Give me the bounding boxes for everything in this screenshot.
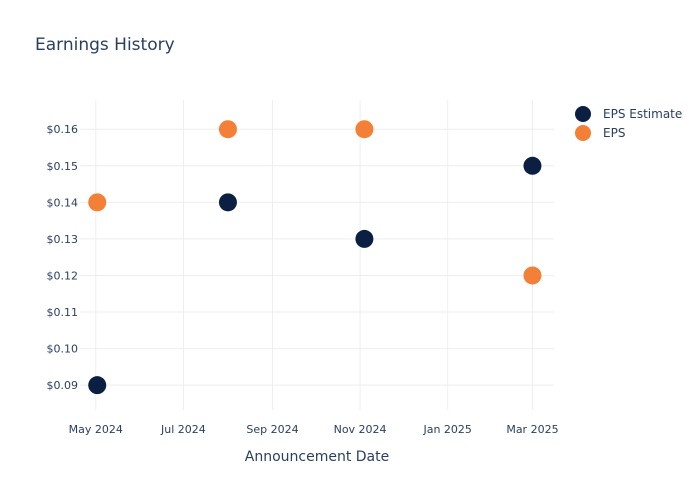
scatter-point	[88, 376, 107, 395]
x-axis-title: Announcement Date	[245, 449, 389, 465]
x-tick-label: Mar 2025	[506, 423, 558, 436]
y-tick-label: $0.15	[47, 160, 79, 173]
y-tick-label: $0.10	[47, 343, 79, 356]
y-tick-label: $0.14	[47, 196, 79, 209]
x-tick-label: Sep 2024	[246, 423, 298, 436]
y-axis-ticks: $0.09 $0.10 $0.11 $0.12 $0.13 $0.14 $0.15 $0.16	[47, 123, 79, 392]
x-tick-label: May 2024	[69, 423, 123, 436]
data-points	[88, 120, 542, 395]
x-axis-ticks: May 2024 Jul 2024 Sep 2024 Nov 2024 Jan 2025…	[69, 423, 559, 436]
x-tick-label: Nov 2024	[334, 423, 387, 436]
grid	[80, 100, 554, 410]
y-tick-label: $0.11	[47, 306, 79, 319]
scatter-point	[218, 193, 237, 212]
legend-marker	[575, 106, 591, 122]
scatter-point	[88, 193, 107, 212]
legend-marker	[575, 125, 591, 141]
y-tick-label: $0.12	[47, 269, 79, 282]
y-tick-label: $0.13	[47, 233, 79, 246]
scatter-point	[523, 156, 542, 175]
chart-title: Earnings History	[35, 35, 175, 55]
scatter-point	[523, 266, 542, 285]
legend-label: EPS	[603, 126, 625, 140]
y-tick-label: $0.16	[47, 123, 79, 136]
scatter-point	[355, 229, 374, 248]
legend-label: EPS Estimate	[603, 107, 682, 121]
legend: EPS Estimate EPS	[575, 106, 682, 141]
x-tick-label: Jan 2025	[422, 423, 471, 436]
x-tick-label: Jul 2024	[160, 423, 206, 436]
y-tick-label: $0.09	[47, 379, 79, 392]
scatter-point	[355, 120, 374, 139]
scatter-point	[218, 120, 237, 139]
